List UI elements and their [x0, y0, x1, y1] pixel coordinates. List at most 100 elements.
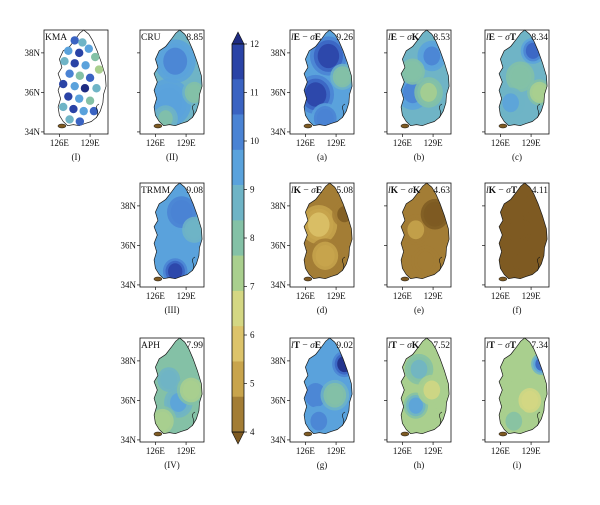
g-frame	[289, 337, 355, 443]
panel-title: lE − σT	[486, 33, 517, 43]
panel-label: (e)	[414, 305, 424, 315]
f-blob	[508, 220, 526, 240]
colorbar-segment	[232, 185, 244, 221]
colorbar-tick-label: 4	[250, 427, 255, 437]
lon-label: 126E	[296, 446, 316, 456]
aph-blob	[154, 411, 171, 431]
colorbar-segment	[232, 396, 244, 433]
station-dot	[65, 115, 74, 124]
d-dokdo	[341, 256, 346, 272]
panel-value: 7.52	[433, 341, 450, 351]
panel-title: lT − σT	[486, 341, 517, 351]
station-dot	[59, 79, 68, 89]
aph-field	[154, 338, 203, 434]
b-coastline	[400, 29, 450, 127]
panel-g: lT − σE 9.02 (g)	[291, 337, 353, 470]
aph-jeju	[153, 431, 163, 437]
colorbar-tick-label: 9	[250, 185, 255, 195]
colorbar-tick-label: 7	[250, 282, 255, 292]
f-frame	[484, 182, 550, 288]
colorbar-tick-label: 6	[250, 330, 255, 340]
panel-title: lK − σK	[388, 186, 421, 196]
panel-kma: KMA (I)	[45, 29, 107, 162]
lon-label: 129E	[522, 138, 542, 148]
e-coastline	[400, 182, 450, 280]
h-frame	[386, 337, 452, 443]
f-blob	[515, 251, 532, 271]
g-dokdo	[341, 411, 346, 427]
lat-label: 36N	[25, 87, 41, 97]
station-dot	[79, 106, 88, 116]
b-blob	[420, 82, 437, 102]
g-blob	[304, 383, 327, 408]
lon-label: 126E	[491, 138, 511, 148]
lon-label: 129E	[327, 138, 347, 148]
lon-label: 126E	[296, 291, 316, 301]
lon-label: 126E	[393, 291, 413, 301]
cru-jeju	[153, 123, 163, 129]
colorbar-segment	[232, 326, 244, 362]
panel-value: 9.26	[336, 33, 353, 43]
panel-title: lK − σE	[291, 186, 322, 196]
lon-label: 129E	[327, 291, 347, 301]
cru-blob	[158, 110, 173, 126]
aph-frame	[139, 337, 205, 443]
colorbar-tick-label: 5	[250, 379, 255, 389]
trmm-field	[154, 183, 203, 279]
lon-label: 129E	[177, 138, 197, 148]
panel-label: (II)	[166, 152, 178, 162]
f-jeju	[498, 276, 508, 282]
lat-label: 38N	[121, 356, 137, 366]
lon-label: 126E	[491, 291, 511, 301]
b-blob	[405, 63, 420, 80]
lat-label: 36N	[271, 240, 287, 250]
g-field	[304, 338, 353, 434]
panel-label: (h)	[414, 460, 425, 470]
colorbar-segment	[232, 44, 244, 80]
lon-label: 129E	[177, 291, 197, 301]
lon-label: 126E	[393, 138, 413, 148]
lat-label: 38N	[271, 356, 287, 366]
cru-blob	[187, 84, 202, 101]
lon-label: 126E	[491, 446, 511, 456]
i-coastline	[498, 337, 548, 435]
panel-label: (f)	[513, 305, 522, 315]
panel-label: (c)	[512, 152, 522, 162]
trmm-blob	[170, 199, 193, 225]
g-blob	[337, 355, 352, 373]
colorbar-segment	[232, 149, 244, 186]
colorbar-tick-label: 12	[250, 39, 259, 49]
e-jeju	[400, 276, 410, 282]
colorbar-tick-label: 8	[250, 233, 255, 243]
aph-blob	[182, 380, 200, 400]
panel-e: lK − σK 4.63 (e)	[388, 182, 450, 315]
g-blob	[310, 411, 328, 431]
a-blob	[317, 43, 340, 69]
f-dokdo	[536, 256, 541, 272]
lat-label: 38N	[25, 48, 41, 58]
panel-value: 9.08	[186, 186, 203, 196]
lat-label: 34N	[271, 435, 287, 445]
station-dot	[78, 38, 87, 47]
a-coastline	[303, 29, 353, 127]
station-dot	[70, 36, 79, 45]
kma-land	[57, 29, 107, 127]
a-blob	[335, 68, 350, 85]
f-coastline	[498, 182, 548, 280]
c-dokdo	[536, 103, 541, 119]
h-blob	[410, 359, 428, 379]
i-frame	[484, 337, 550, 443]
panel-value: 8.34	[531, 33, 548, 43]
panel-value: 9.02	[336, 341, 353, 351]
c-jeju	[498, 123, 508, 129]
e-dokdo	[438, 256, 443, 272]
lon-label: 126E	[146, 446, 166, 456]
lat-label: 36N	[121, 395, 137, 405]
i-dokdo	[536, 411, 541, 427]
panel-value: 7.34	[531, 341, 548, 351]
lat-label: 34N	[271, 280, 287, 290]
trmm-blob	[168, 263, 183, 279]
g-jeju	[303, 431, 313, 437]
station-dot	[75, 48, 84, 58]
